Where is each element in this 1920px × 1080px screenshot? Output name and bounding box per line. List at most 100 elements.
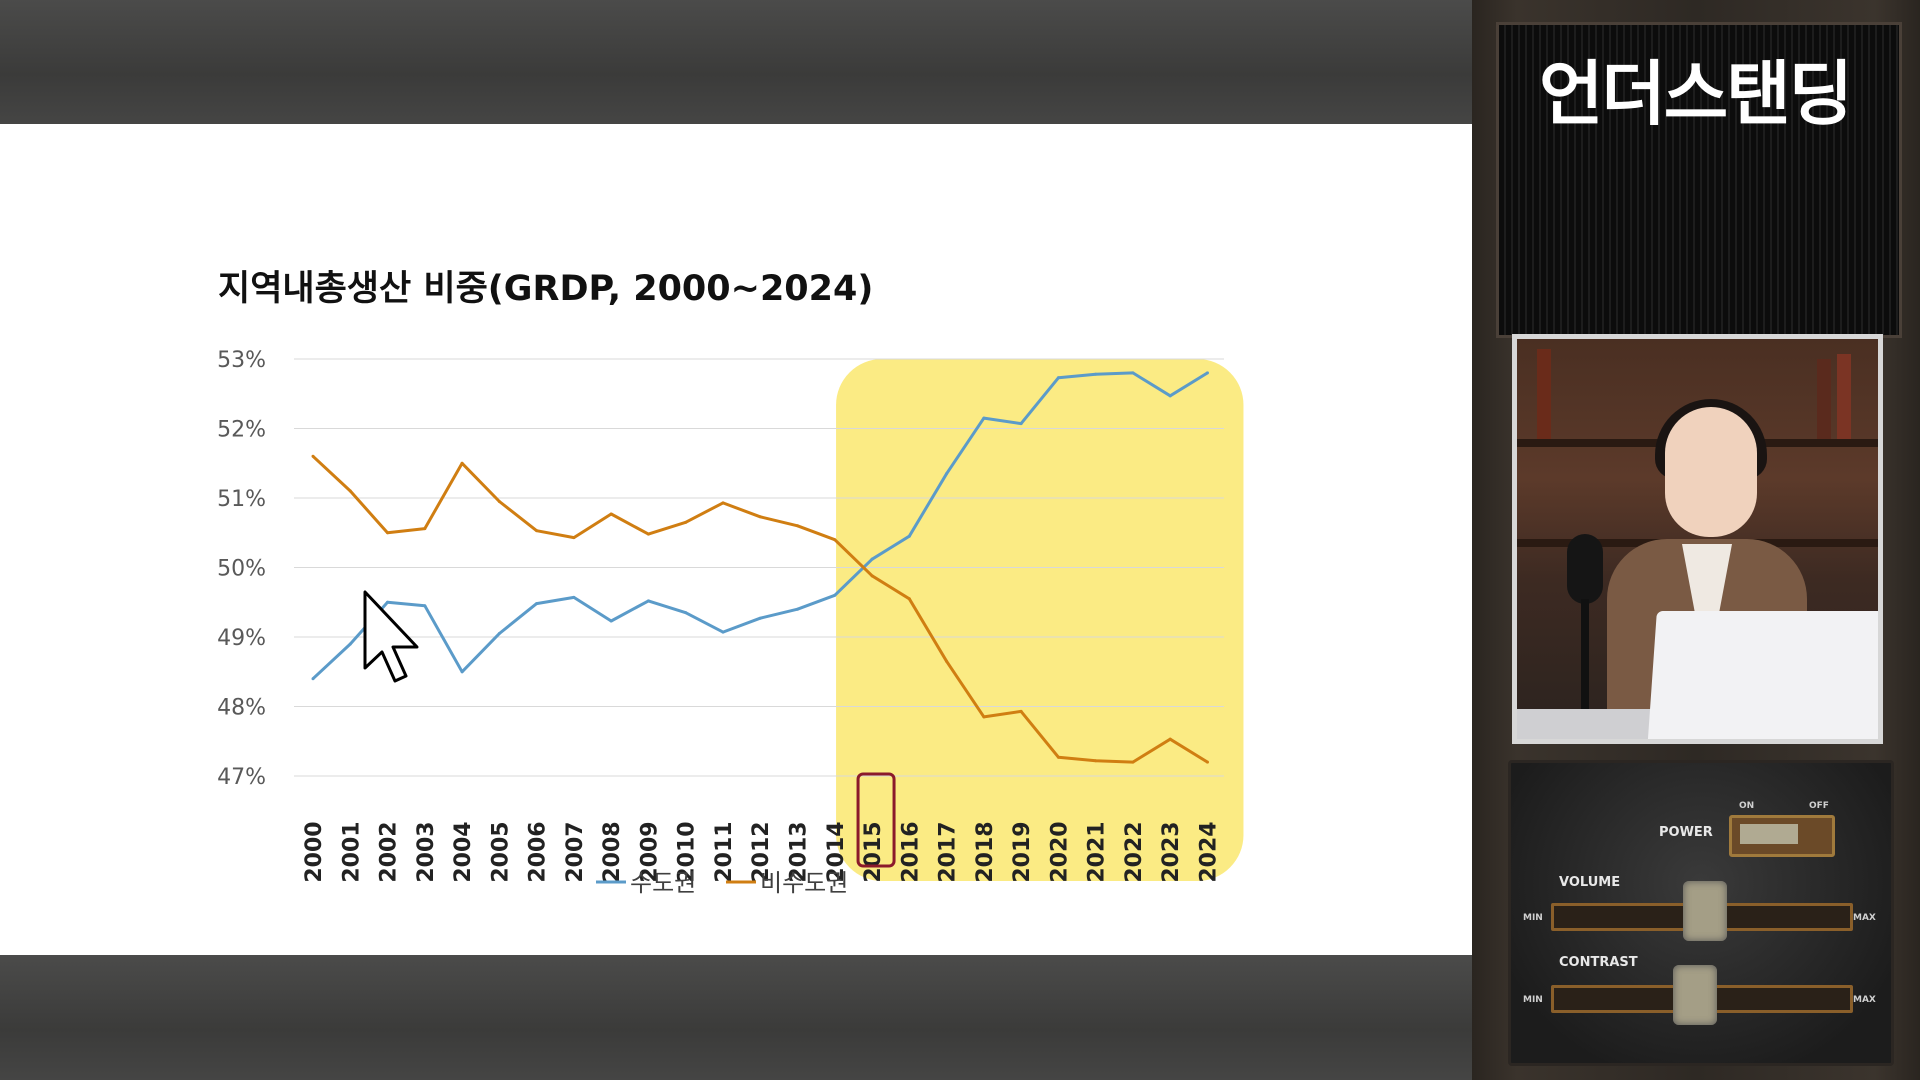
data-point <box>386 600 390 604</box>
data-point <box>721 501 725 505</box>
data-point <box>1094 372 1098 376</box>
contrast-min-label: MIN <box>1523 995 1543 1005</box>
book <box>1817 359 1831 439</box>
data-point <box>1168 737 1172 741</box>
data-point <box>982 416 986 420</box>
power-switch-knob[interactable] <box>1740 824 1798 844</box>
book <box>1837 354 1851 439</box>
data-point <box>1205 760 1209 764</box>
x-tick-label: 2018 <box>973 821 998 882</box>
data-point <box>1056 376 1060 380</box>
power-switch[interactable] <box>1729 815 1835 857</box>
data-point <box>497 499 501 503</box>
x-tick-label: 2003 <box>414 821 439 882</box>
data-point <box>646 532 650 536</box>
data-point <box>460 670 464 674</box>
power-label: POWER <box>1659 825 1713 840</box>
data-point <box>423 527 427 531</box>
data-point <box>1131 760 1135 764</box>
data-point <box>348 489 352 493</box>
data-point <box>1131 371 1135 375</box>
data-point <box>721 630 725 634</box>
data-point <box>572 595 576 599</box>
x-tick-label: 2001 <box>339 821 364 882</box>
data-point <box>311 454 315 458</box>
x-tick-label: 2022 <box>1122 821 1147 882</box>
data-point <box>758 515 762 519</box>
x-tick-label: 2024 <box>1196 821 1221 882</box>
x-tick-label: 2006 <box>526 821 551 882</box>
y-tick-label: 48% <box>217 696 266 721</box>
data-point <box>423 604 427 608</box>
volume-label: VOLUME <box>1559 875 1621 890</box>
x-tick-label: 2011 <box>712 821 737 882</box>
data-point <box>572 536 576 540</box>
x-tick-label: 2007 <box>563 821 588 882</box>
year-highlight-box <box>856 772 896 868</box>
data-point <box>1056 755 1060 759</box>
background-top <box>0 0 1472 124</box>
data-point <box>646 599 650 603</box>
data-point <box>460 461 464 465</box>
y-tick-label: 53% <box>217 348 266 373</box>
y-tick-label: 52% <box>217 418 266 443</box>
x-tick-label: 2002 <box>377 821 402 882</box>
mouse-cursor-icon <box>363 590 419 683</box>
data-point <box>945 659 949 663</box>
book <box>1537 349 1551 439</box>
data-point <box>348 642 352 646</box>
data-point <box>870 557 874 561</box>
data-point <box>684 611 688 615</box>
data-point <box>796 524 800 528</box>
x-tick-label: 2000 <box>302 821 327 882</box>
background-bottom <box>0 955 1472 1080</box>
y-tick-label: 50% <box>217 557 266 582</box>
data-point <box>1168 394 1172 398</box>
on-label: ON <box>1739 801 1755 811</box>
data-point <box>907 597 911 601</box>
webcam-feed <box>1512 334 1883 744</box>
data-point <box>311 677 315 681</box>
retro-control-panel: ON OFF POWER VOLUME MIN MAX CONTRAST MIN… <box>1508 760 1894 1066</box>
highlight-region <box>836 359 1244 881</box>
data-point <box>758 616 762 620</box>
legend-label: 비수도권 <box>760 869 848 897</box>
data-point <box>907 534 911 538</box>
contrast-label: CONTRAST <box>1559 955 1638 970</box>
x-tick-label: 2005 <box>488 821 513 882</box>
microphone <box>1567 534 1603 604</box>
x-tick-label: 2009 <box>637 821 662 882</box>
data-point <box>833 538 837 542</box>
x-tick-label: 2013 <box>787 821 812 882</box>
contrast-slider-knob[interactable] <box>1673 965 1717 1025</box>
data-point <box>1205 371 1209 375</box>
data-point <box>497 632 501 636</box>
data-point <box>684 520 688 524</box>
x-tick-label: 2008 <box>600 821 625 882</box>
data-point <box>1094 759 1098 763</box>
data-point <box>870 574 874 578</box>
channel-title: 언더스탠딩 <box>1539 53 1853 135</box>
line-chart: 지역내총생산 비중(GRDP, 2000~2024) 53% 52% 51% 50% 49… <box>217 269 1244 897</box>
data-point <box>535 602 539 606</box>
microphone-stand <box>1581 599 1589 739</box>
y-tick-label: 47% <box>217 765 266 790</box>
data-point <box>833 593 837 597</box>
x-tick-label: 2014 <box>824 821 849 882</box>
data-point <box>982 715 986 719</box>
presentation-slide: 지역내총생산 비중(GRDP, 2000~2024) 53% 52% 51% 50% 49… <box>0 124 1472 955</box>
data-point <box>796 607 800 611</box>
chart-title: 지역내총생산 비중(GRDP, 2000~2024) <box>218 269 873 309</box>
y-tick-label: 51% <box>217 487 266 512</box>
laptop <box>1647 611 1878 739</box>
x-tick-label: 2016 <box>898 821 923 882</box>
x-tick-label: 2010 <box>675 821 700 882</box>
x-tick-label: 2020 <box>1047 821 1072 882</box>
volume-slider-knob[interactable] <box>1683 881 1727 941</box>
off-label: OFF <box>1809 801 1829 811</box>
data-point <box>535 529 539 533</box>
x-tick-label: 2023 <box>1159 821 1184 882</box>
data-point <box>609 512 613 516</box>
brand-box <box>1496 22 1902 338</box>
x-tick-label: 2017 <box>936 821 961 882</box>
